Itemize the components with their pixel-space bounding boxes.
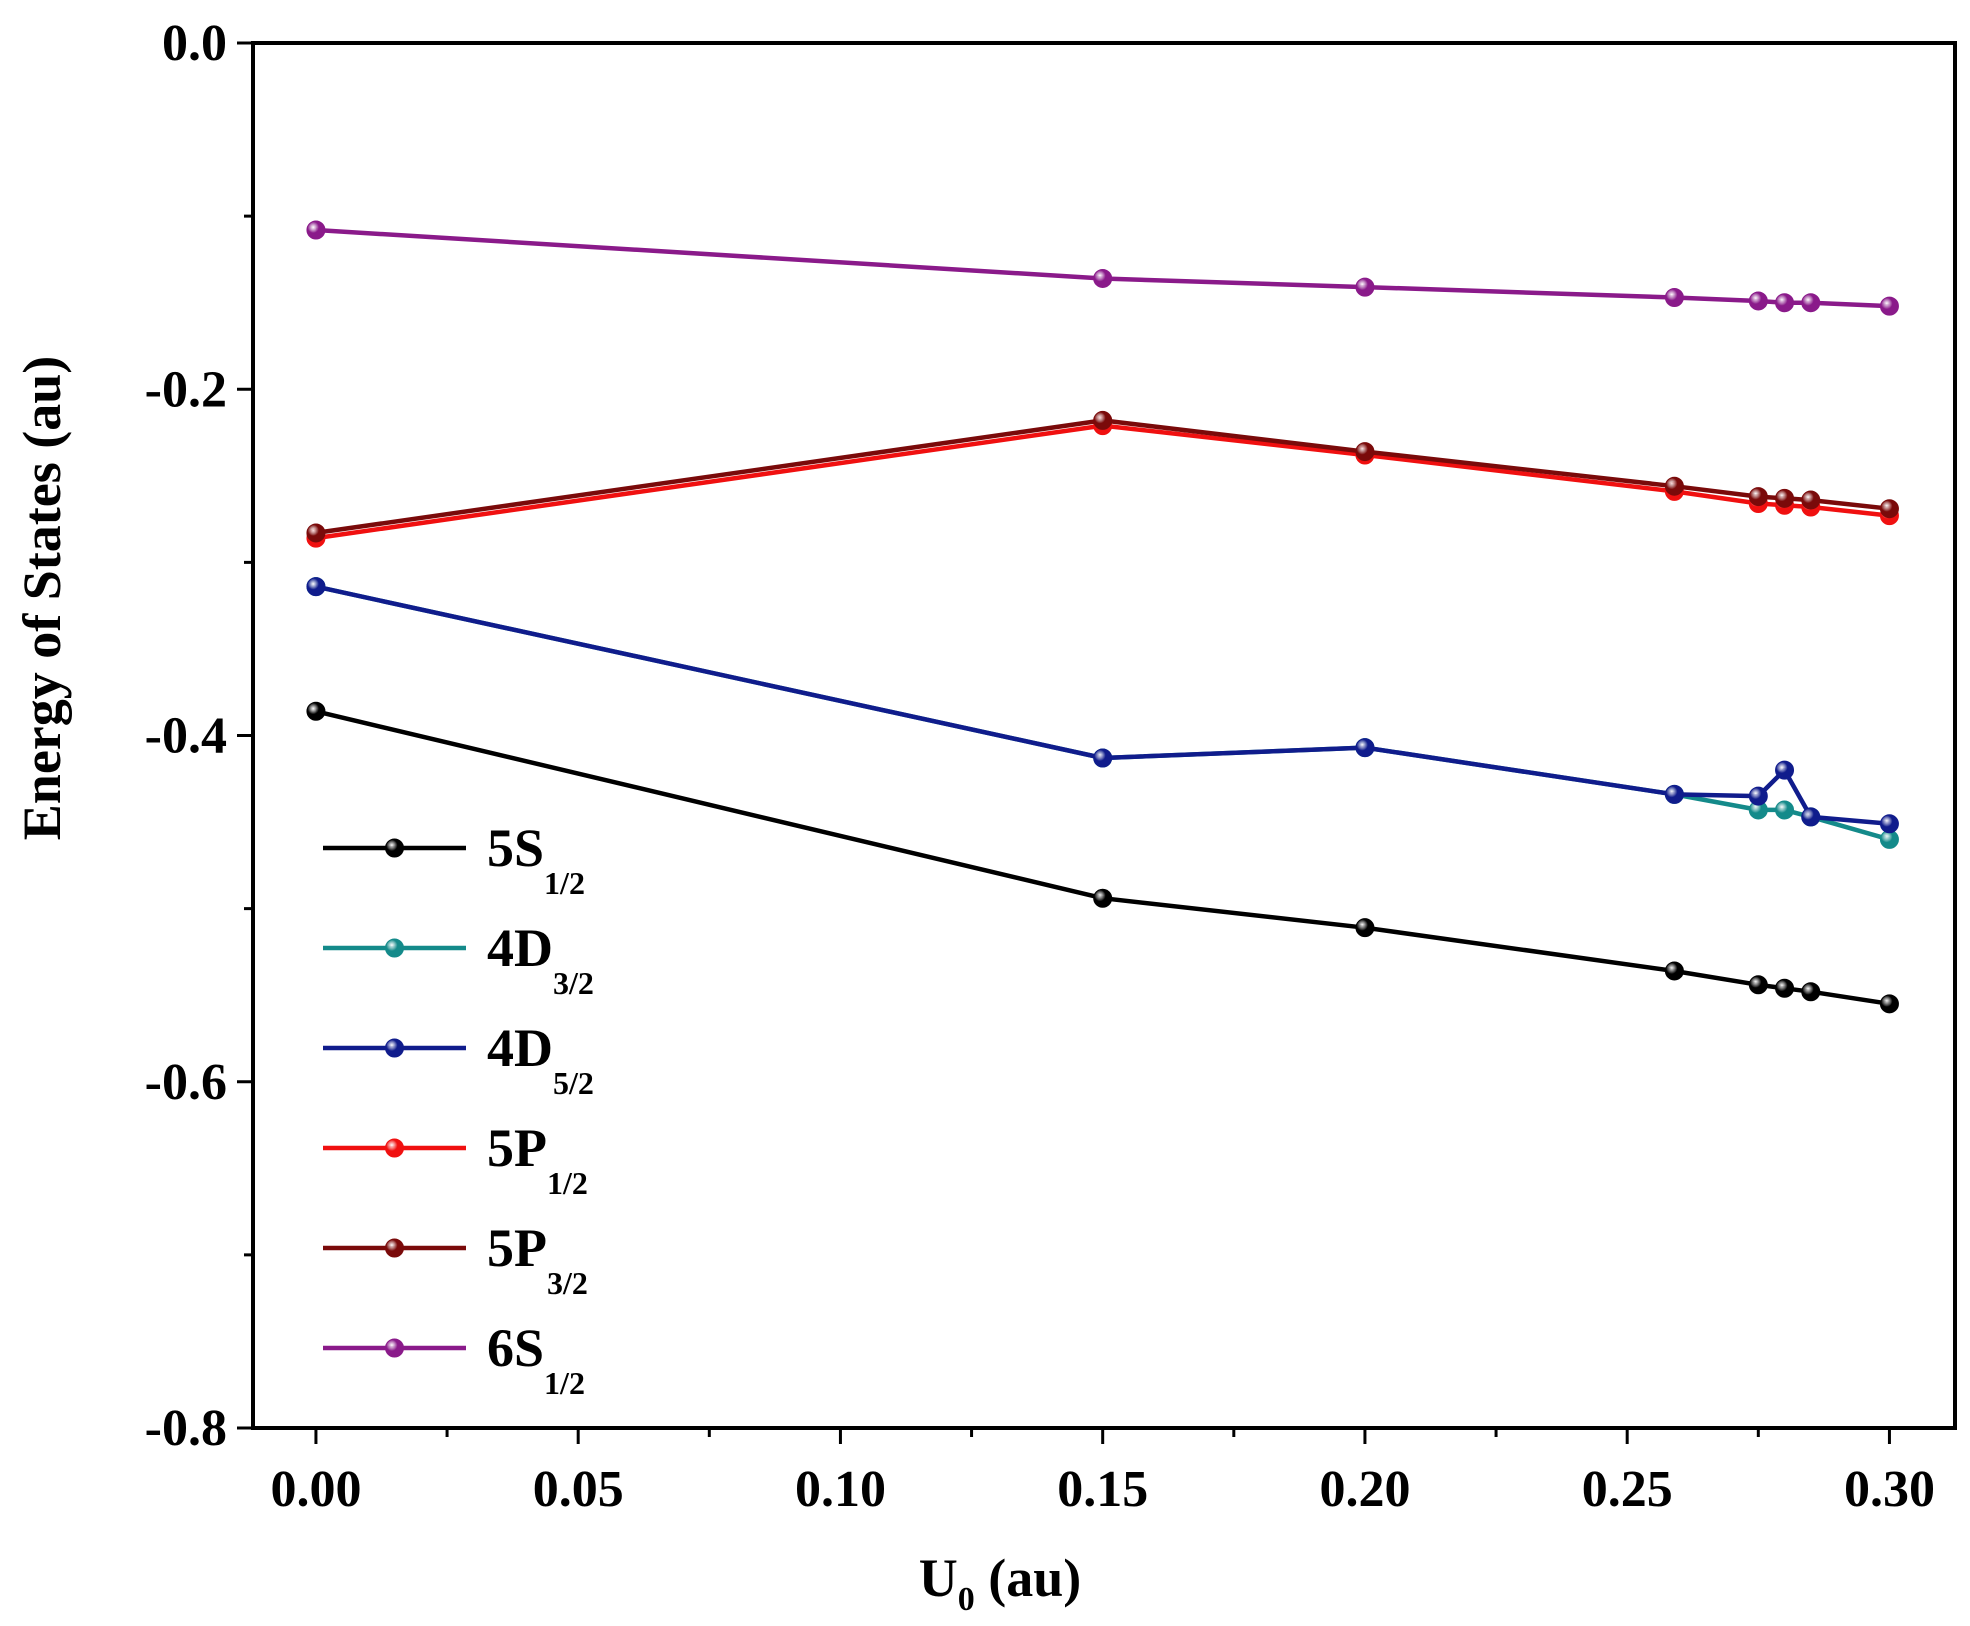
- data-point: [1801, 982, 1821, 1002]
- legend-item: 5S1/2: [323, 818, 585, 901]
- legend-marker: [385, 1238, 404, 1258]
- data-point: [1801, 293, 1821, 313]
- x-tick-label: 0.25: [1582, 1461, 1673, 1518]
- data-point: [1879, 296, 1899, 316]
- y-tick-label: 0.0: [162, 15, 227, 72]
- legend-marker: [385, 938, 404, 958]
- data-point: [1801, 807, 1821, 827]
- data-point: [1775, 293, 1795, 313]
- data-point: [1879, 814, 1899, 834]
- legend-label-main: 5P: [487, 1218, 547, 1278]
- series-6S-1-2: [306, 220, 1899, 316]
- x-tick-label: 0.05: [533, 1461, 624, 1518]
- data-point: [1355, 918, 1375, 938]
- y-tick-label: -0.8: [145, 1400, 227, 1457]
- x-tick-label: 0.30: [1844, 1461, 1935, 1518]
- data-point: [1748, 487, 1768, 507]
- x-tick-label: 0.20: [1319, 1461, 1410, 1518]
- y-axis-title: Energy of States (au): [12, 356, 72, 840]
- data-point: [1093, 748, 1113, 768]
- x-tick-label: 0.00: [270, 1461, 361, 1518]
- series-line: [315, 418, 1890, 536]
- legend-item: 4D3/2: [323, 918, 594, 1001]
- data-point: [1664, 961, 1684, 981]
- data-point: [1093, 888, 1113, 908]
- legend-label-main: 5S: [487, 818, 544, 878]
- x-tick-labels: 0.00 0.05 0.10 0.15 0.20 0.25 0.30: [270, 1461, 1934, 1518]
- legend-label: 4D5/2: [487, 1018, 594, 1101]
- series-5P-1-2: [306, 416, 1899, 548]
- legend-item: 6S1/2: [323, 1318, 585, 1401]
- legend-item: 4D5/2: [323, 1018, 594, 1101]
- legend-label-sub: 1/2: [544, 865, 585, 901]
- data-point: [306, 701, 326, 721]
- data-point: [1355, 442, 1375, 462]
- series-5P-3-2: [306, 410, 1899, 543]
- y-tick-label: -0.2: [145, 361, 227, 418]
- series-line: [315, 584, 1891, 842]
- y-tick-labels: 0.0 -0.2 -0.4 -0.6 -0.8: [145, 15, 227, 1457]
- legend-label-sub: 5/2: [553, 1065, 594, 1101]
- x-tick-label: 0.10: [795, 1461, 886, 1518]
- data-point: [1879, 499, 1899, 519]
- data-point: [1093, 410, 1113, 430]
- data-point: [306, 220, 326, 240]
- legend-label: 5S1/2: [487, 818, 585, 901]
- data-point: [1355, 738, 1375, 758]
- legend-label-sub: 3/2: [553, 965, 594, 1001]
- legend-label-main: 5P: [487, 1118, 547, 1178]
- x-axis-title: U0 (au): [919, 1548, 1082, 1618]
- series-4D-5-2: [306, 577, 1899, 834]
- data-point: [1748, 786, 1768, 806]
- legend-label: 5P1/2: [487, 1118, 588, 1201]
- data-point: [1664, 287, 1684, 307]
- legend-marker: [385, 838, 404, 858]
- data-point: [1664, 476, 1684, 496]
- x-axis-title-main: U: [919, 1548, 958, 1608]
- series-line: [315, 584, 1890, 827]
- series-4D-3-2: [306, 577, 1899, 849]
- legend-item: 5P3/2: [323, 1218, 588, 1301]
- x-tick-label: 0.15: [1057, 1461, 1148, 1518]
- data-point: [306, 523, 326, 543]
- legend-marker: [385, 1338, 404, 1358]
- legend-label-main: 6S: [487, 1318, 544, 1378]
- data-point: [1775, 800, 1795, 820]
- data-point: [1775, 488, 1795, 508]
- data-point: [1748, 975, 1768, 995]
- y-tick-label: -0.4: [145, 708, 227, 765]
- axis-ticks: [237, 41, 1891, 1444]
- data-point: [1093, 268, 1113, 288]
- data-point: [306, 577, 326, 597]
- legend-label-sub: 1/2: [544, 1365, 585, 1401]
- data-point: [1664, 784, 1684, 804]
- x-axis-title-unit: (au): [975, 1548, 1082, 1608]
- series-line: [315, 227, 1890, 309]
- legend-item: 5P1/2: [323, 1118, 588, 1201]
- y-tick-label: -0.6: [145, 1054, 227, 1111]
- legend-marker: [385, 1138, 404, 1158]
- series-layer: [306, 220, 1899, 1014]
- series-5S-1-2: [306, 701, 1899, 1014]
- data-point: [1775, 760, 1795, 780]
- legend-label-main: 4D: [487, 1018, 553, 1078]
- data-point: [1748, 291, 1768, 311]
- data-point: [1801, 490, 1821, 510]
- plot-frame: [251, 41, 1957, 1430]
- data-point: [1775, 978, 1795, 998]
- legend-label-sub: 1/2: [547, 1165, 588, 1201]
- legend-label-sub: 3/2: [547, 1265, 588, 1301]
- data-point: [1355, 277, 1375, 297]
- legend-marker: [385, 1038, 404, 1058]
- legend-label: 6S1/2: [487, 1318, 585, 1401]
- x-axis-title-sub: 0: [958, 1581, 975, 1618]
- legend-label: 5P3/2: [487, 1218, 588, 1301]
- legend-label: 4D3/2: [487, 918, 594, 1001]
- legend-label-main: 4D: [487, 918, 553, 978]
- data-point: [1879, 994, 1899, 1014]
